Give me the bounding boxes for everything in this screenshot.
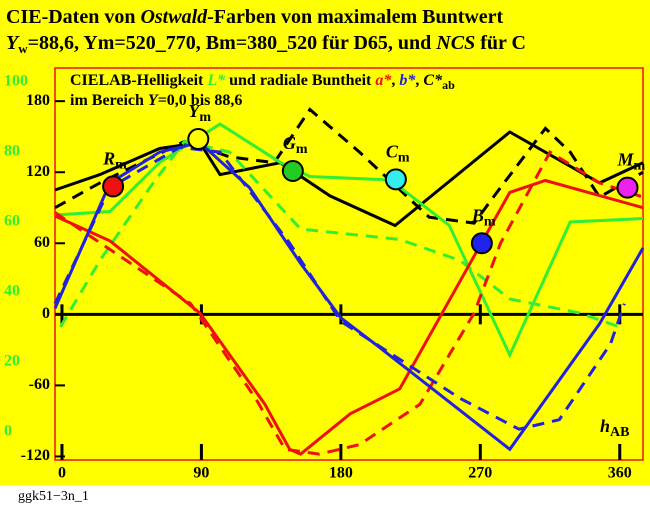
marker bbox=[102, 175, 125, 198]
marker bbox=[187, 128, 210, 151]
marker bbox=[616, 176, 639, 199]
chart-title: CIE-Daten von Ostwald-Farben von maximal… bbox=[6, 6, 504, 28]
marker bbox=[384, 168, 407, 191]
marker bbox=[470, 232, 493, 255]
annotation: im Bereich Y=0,0 bis 88,6 bbox=[70, 92, 242, 109]
marker-label-sub: m bbox=[634, 159, 646, 174]
marker-label-sub: m bbox=[484, 214, 496, 229]
annotation: CIELAB-Helligkeit L* und radiale Bunthei… bbox=[70, 72, 455, 92]
marker-label-sub: m bbox=[199, 110, 211, 125]
marker-label-main: C bbox=[386, 141, 399, 161]
chart-subtitle: Yw=88,6, Ym=520_770, Bm=380_520 für D65,… bbox=[6, 32, 526, 56]
y-tick-label: 120 bbox=[26, 163, 50, 180]
y2-tick-label: 40 bbox=[4, 283, 20, 300]
y-tick-label: 180 bbox=[26, 92, 50, 109]
y2-tick-label: 20 bbox=[4, 353, 20, 370]
series-line bbox=[59, 139, 621, 329]
marker-label: Rm bbox=[102, 149, 127, 173]
series-line bbox=[53, 145, 626, 431]
marker-label-main: B bbox=[471, 205, 484, 225]
x-axis-label: hAB bbox=[600, 416, 629, 440]
marker-label-sub: m bbox=[115, 158, 127, 173]
series-line bbox=[54, 178, 644, 456]
marker-label: Cm bbox=[386, 141, 410, 165]
marker-label: Bm bbox=[471, 205, 496, 229]
y-tick-label: -120 bbox=[21, 447, 50, 464]
series-line bbox=[54, 149, 644, 456]
plot-frame bbox=[54, 67, 644, 461]
marker-label: Mm bbox=[617, 150, 646, 174]
x-tick-label: 180 bbox=[329, 465, 353, 482]
marker-label-main: G bbox=[283, 133, 296, 153]
x-tick-label: 360 bbox=[608, 465, 632, 482]
y2-tick-label: 0 bbox=[4, 423, 12, 440]
x-tick-label: 90 bbox=[193, 465, 209, 482]
marker-label: Ym bbox=[188, 101, 211, 125]
y-tick-label: -60 bbox=[29, 376, 50, 393]
y-tick-label: 60 bbox=[34, 234, 50, 251]
marker bbox=[281, 160, 304, 183]
series-line bbox=[54, 122, 644, 359]
y2-tick-label: 100 bbox=[4, 73, 28, 90]
x-tick-label: 0 bbox=[58, 465, 66, 482]
marker-label-main: M bbox=[617, 150, 635, 170]
series-line bbox=[53, 140, 645, 452]
marker-label-main: Y bbox=[188, 101, 201, 121]
footer: ggk51−3n_1 bbox=[18, 489, 89, 504]
y-tick-label: 0 bbox=[42, 305, 50, 322]
marker-label-sub: m bbox=[296, 142, 308, 157]
marker-label-sub: m bbox=[398, 151, 410, 166]
y2-tick-label: 80 bbox=[4, 143, 20, 160]
x-tick-label: 270 bbox=[468, 465, 492, 482]
marker-label: Gm bbox=[283, 133, 308, 157]
marker-label-main: R bbox=[102, 149, 115, 169]
y2-tick-label: 60 bbox=[4, 213, 20, 230]
